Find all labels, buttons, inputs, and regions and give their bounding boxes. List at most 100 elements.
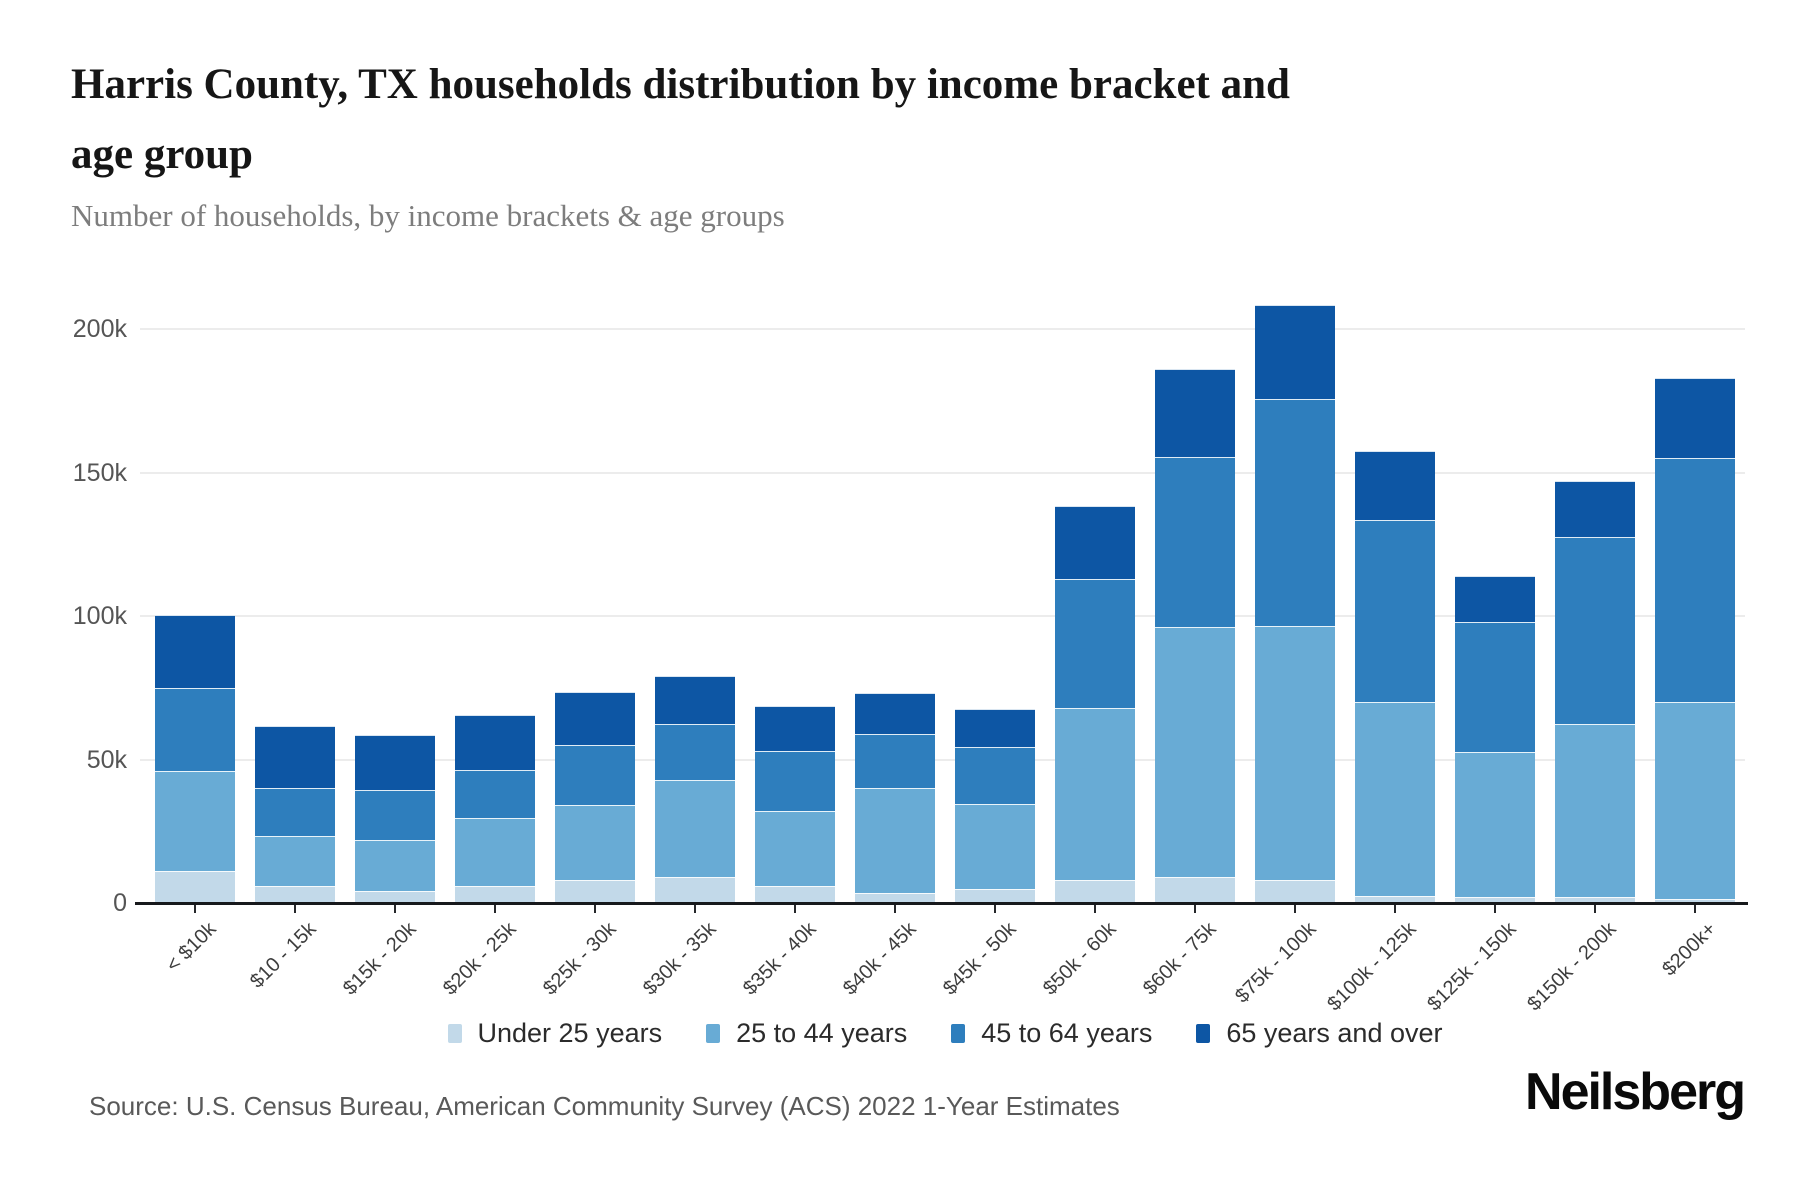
- bar-segment-65-years-and-over[interactable]: [1355, 450, 1435, 520]
- bar-segment-45-to-64-years[interactable]: [1455, 621, 1535, 753]
- bar-segment-25-to-44-years[interactable]: [1155, 627, 1235, 878]
- bar-$40k - 45k[interactable]: [855, 693, 935, 903]
- bar-segment-25-to-44-years[interactable]: [355, 839, 435, 892]
- x-axis-tick-label: $10 - 15k: [246, 918, 321, 993]
- bar-segment-45-to-64-years[interactable]: [755, 750, 835, 812]
- gridline-200k: [140, 328, 1745, 330]
- bar-segment-65-years-and-over[interactable]: [255, 726, 335, 789]
- bar-$45k - 50k[interactable]: [955, 709, 1035, 903]
- bar-segment-45-to-64-years[interactable]: [1655, 458, 1735, 703]
- y-axis-tick-label: 150k: [72, 458, 127, 487]
- bar-segment-65-years-and-over[interactable]: [355, 735, 435, 790]
- x-axis-tick: [794, 904, 796, 913]
- bar-segment-25-to-44-years[interactable]: [455, 818, 535, 886]
- bar-segment-65-years-and-over[interactable]: [1455, 575, 1535, 622]
- bar-segment-65-years-and-over[interactable]: [1055, 505, 1135, 579]
- x-axis-tick: [494, 904, 496, 913]
- bar-segment-45-to-64-years[interactable]: [1355, 519, 1435, 703]
- chart-legend: Under 25 years 25 to 44 years 45 to 64 yea…: [145, 1020, 1745, 1047]
- bar-$35k - 40k[interactable]: [755, 706, 835, 903]
- bar-segment-45-to-64-years[interactable]: [155, 687, 235, 771]
- bar-segment-25-to-44-years[interactable]: [855, 788, 935, 893]
- bar-segment-65-years-and-over[interactable]: [855, 693, 935, 734]
- legend-item-45-to-64-years[interactable]: 45 to 64 years: [951, 1020, 1152, 1047]
- bar-segment-65-years-and-over[interactable]: [1255, 304, 1335, 400]
- bar-segment-25-to-44-years[interactable]: [1355, 702, 1435, 896]
- bar-segment-25-to-44-years[interactable]: [1455, 752, 1535, 898]
- bar-segment-25-to-44-years[interactable]: [1655, 702, 1735, 899]
- bar-$60k - 75k[interactable]: [1155, 369, 1235, 903]
- bar-segment-45-to-64-years[interactable]: [855, 733, 935, 789]
- bar-segment-65-years-and-over[interactable]: [955, 709, 1035, 747]
- bar-segment-under-25-years[interactable]: [1455, 897, 1535, 903]
- x-axis-tick: [1294, 904, 1296, 913]
- bar-segment-under-25-years[interactable]: [1655, 898, 1735, 903]
- legend-label: Under 25 years: [477, 1018, 663, 1048]
- bar-segment-25-to-44-years[interactable]: [955, 803, 1035, 889]
- bar-segment-45-to-64-years[interactable]: [1255, 399, 1335, 627]
- y-axis-tick-label: 100k: [72, 602, 127, 630]
- bar-segment-under-25-years[interactable]: [1055, 880, 1135, 903]
- bar-segment-under-25-years[interactable]: [655, 877, 735, 903]
- bar-$10 - 15k[interactable]: [255, 726, 335, 903]
- bar-segment-45-to-64-years[interactable]: [455, 769, 535, 819]
- bar-$30k - 35k[interactable]: [655, 676, 735, 903]
- bar-< $10k[interactable]: [155, 614, 235, 903]
- bar-segment-45-to-64-years[interactable]: [1155, 456, 1235, 628]
- bar-$20k - 25k[interactable]: [455, 715, 535, 903]
- legend-item-25-to-44-years[interactable]: 25 to 44 years: [706, 1020, 907, 1047]
- bar-segment-25-to-44-years[interactable]: [755, 811, 835, 886]
- bar-segment-25-to-44-years[interactable]: [1055, 707, 1135, 880]
- legend-item-under-25-years[interactable]: Under 25 years: [447, 1018, 663, 1048]
- bar-segment-45-to-64-years[interactable]: [555, 745, 635, 806]
- bar-$75k - 100k[interactable]: [1255, 304, 1335, 903]
- bar-$150k - 200k[interactable]: [1555, 481, 1635, 903]
- bar-segment-under-25-years[interactable]: [855, 892, 935, 903]
- bar-segment-under-25-years[interactable]: [1155, 877, 1235, 903]
- bar-segment-45-to-64-years[interactable]: [355, 789, 435, 840]
- bar-segment-25-to-44-years[interactable]: [255, 835, 335, 886]
- bar-segment-65-years-and-over[interactable]: [1555, 481, 1635, 538]
- bar-segment-25-to-44-years[interactable]: [1555, 723, 1635, 898]
- bar-segment-25-to-44-years[interactable]: [155, 770, 235, 872]
- bar-$25k - 30k[interactable]: [555, 692, 635, 903]
- bar-segment-25-to-44-years[interactable]: [555, 805, 635, 881]
- bar-segment-45-to-64-years[interactable]: [655, 723, 735, 780]
- brand-logo: Neilsberg: [1525, 1063, 1746, 1121]
- legend-label: 25 to 44 years: [736, 1018, 908, 1048]
- bar-segment-under-25-years[interactable]: [955, 888, 1035, 903]
- bar-segment-under-25-years[interactable]: [755, 885, 835, 903]
- bar-segment-under-25-years[interactable]: [155, 871, 235, 903]
- gridline-150k: [140, 471, 1745, 474]
- bar-segment-under-25-years[interactable]: [1355, 895, 1435, 903]
- bar-segment-65-years-and-over[interactable]: [555, 692, 635, 746]
- bar-segment-under-25-years[interactable]: [1255, 880, 1335, 903]
- bar-$15k - 20k[interactable]: [355, 735, 435, 903]
- x-axis-tick-label: $15k - 20k: [338, 918, 421, 1000]
- legend-item-65-years-and-over[interactable]: 65 years and over: [1196, 1020, 1443, 1047]
- x-axis-tick: [1394, 904, 1396, 913]
- bar-segment-65-years-and-over[interactable]: [755, 706, 835, 751]
- bar-$125k - 150k[interactable]: [1455, 575, 1535, 903]
- bar-segment-45-to-64-years[interactable]: [255, 788, 335, 836]
- bar-segment-under-25-years[interactable]: [255, 885, 335, 903]
- bar-segment-65-years-and-over[interactable]: [1655, 377, 1735, 459]
- bar-segment-under-25-years[interactable]: [455, 885, 535, 903]
- x-axis-tick: [1494, 904, 1496, 913]
- bar-segment-65-years-and-over[interactable]: [155, 614, 235, 688]
- bar-segment-under-25-years[interactable]: [555, 880, 635, 903]
- bar-segment-65-years-and-over[interactable]: [1155, 369, 1235, 457]
- bar-$50k - 60k[interactable]: [1055, 505, 1135, 903]
- bar-segment-45-to-64-years[interactable]: [1555, 537, 1635, 724]
- bar-segment-45-to-64-years[interactable]: [955, 746, 1035, 804]
- bar-$200k+[interactable]: [1655, 377, 1735, 903]
- bar-segment-25-to-44-years[interactable]: [655, 779, 735, 878]
- bar-segment-under-25-years[interactable]: [355, 891, 435, 903]
- bar-$100k - 125k[interactable]: [1355, 450, 1435, 903]
- bar-segment-25-to-44-years[interactable]: [1255, 626, 1335, 880]
- bar-segment-65-years-and-over[interactable]: [455, 715, 535, 770]
- bar-segment-45-to-64-years[interactable]: [1055, 578, 1135, 708]
- bar-segment-under-25-years[interactable]: [1555, 897, 1635, 903]
- bar-segment-65-years-and-over[interactable]: [655, 676, 735, 724]
